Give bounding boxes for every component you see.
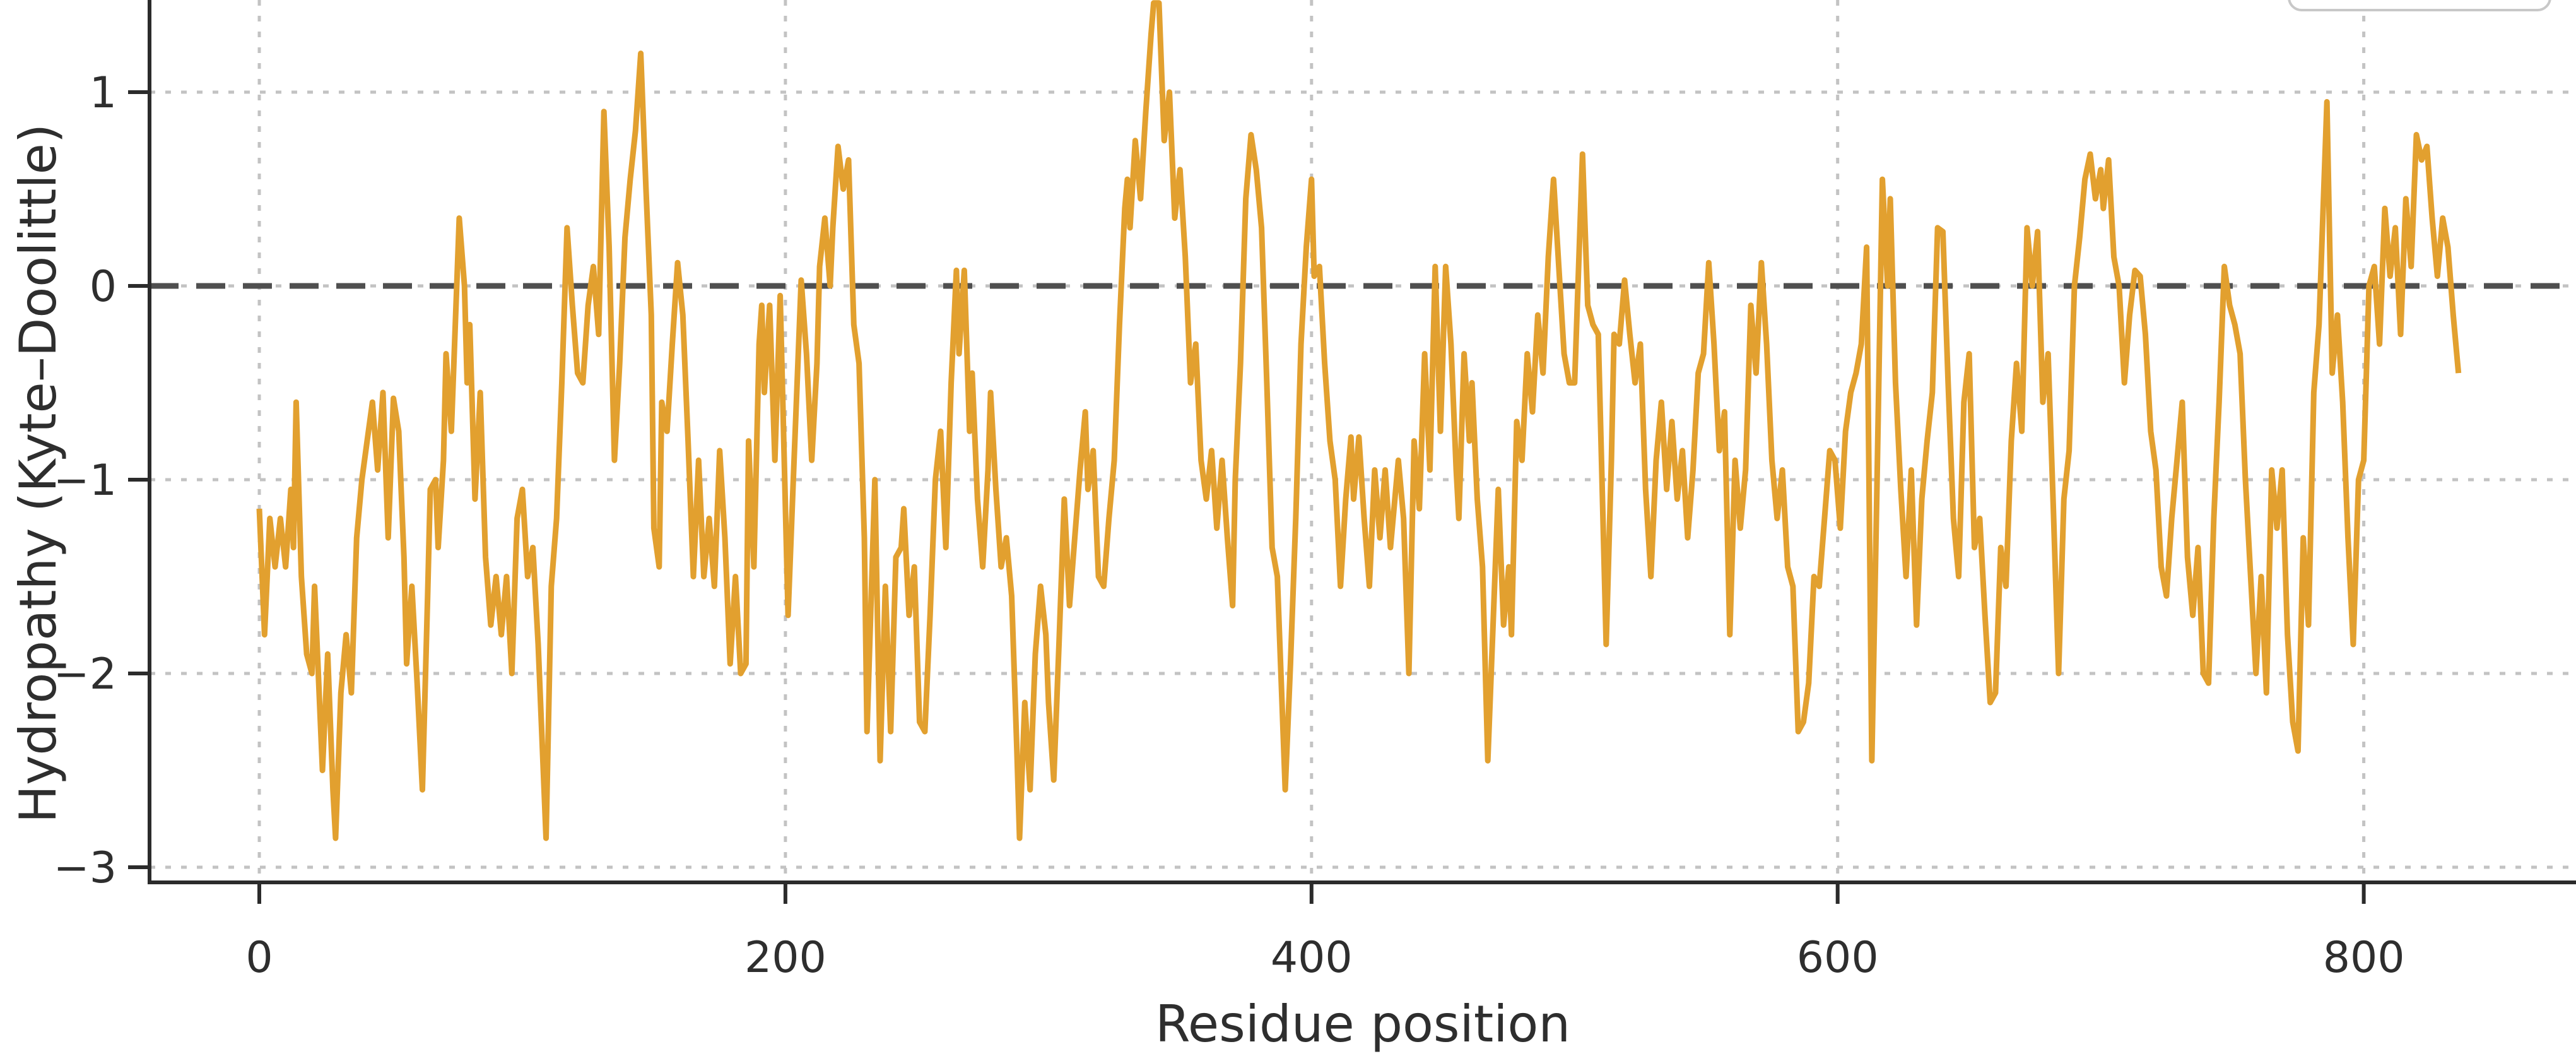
y-axis-label: Hydropathy (Kyte–Doolittle) (9, 124, 68, 823)
y-tick-label-0: 0 (90, 262, 117, 312)
axes-spines (148, 0, 2576, 884)
x-tick-label-0: 0 (245, 933, 273, 983)
x-tick-label-800: 800 (2323, 933, 2405, 983)
x-tick-label-200: 200 (744, 933, 826, 983)
tick-marks (128, 90, 2366, 904)
x-tick-label-600: 600 (1797, 933, 1879, 983)
y-tick-label-1: 1 (90, 68, 117, 118)
legend-box-fragment (2288, 0, 2551, 11)
x-tick-label-400: 400 (1271, 933, 1353, 983)
vertical-gridlines (257, 0, 2366, 882)
x-tick-labels: 0 200 400 600 800 (245, 933, 2404, 983)
y-tick-label-−1: −1 (54, 456, 117, 506)
y-tick-label-−3: −3 (54, 843, 117, 893)
x-axis-label: Residue position (1155, 995, 1570, 1053)
hydropathy-line (256, 0, 2462, 841)
y-tick-labels: 1 0 −1 −2 −3 (54, 68, 117, 893)
y-tick-label-−2: −2 (54, 649, 117, 699)
